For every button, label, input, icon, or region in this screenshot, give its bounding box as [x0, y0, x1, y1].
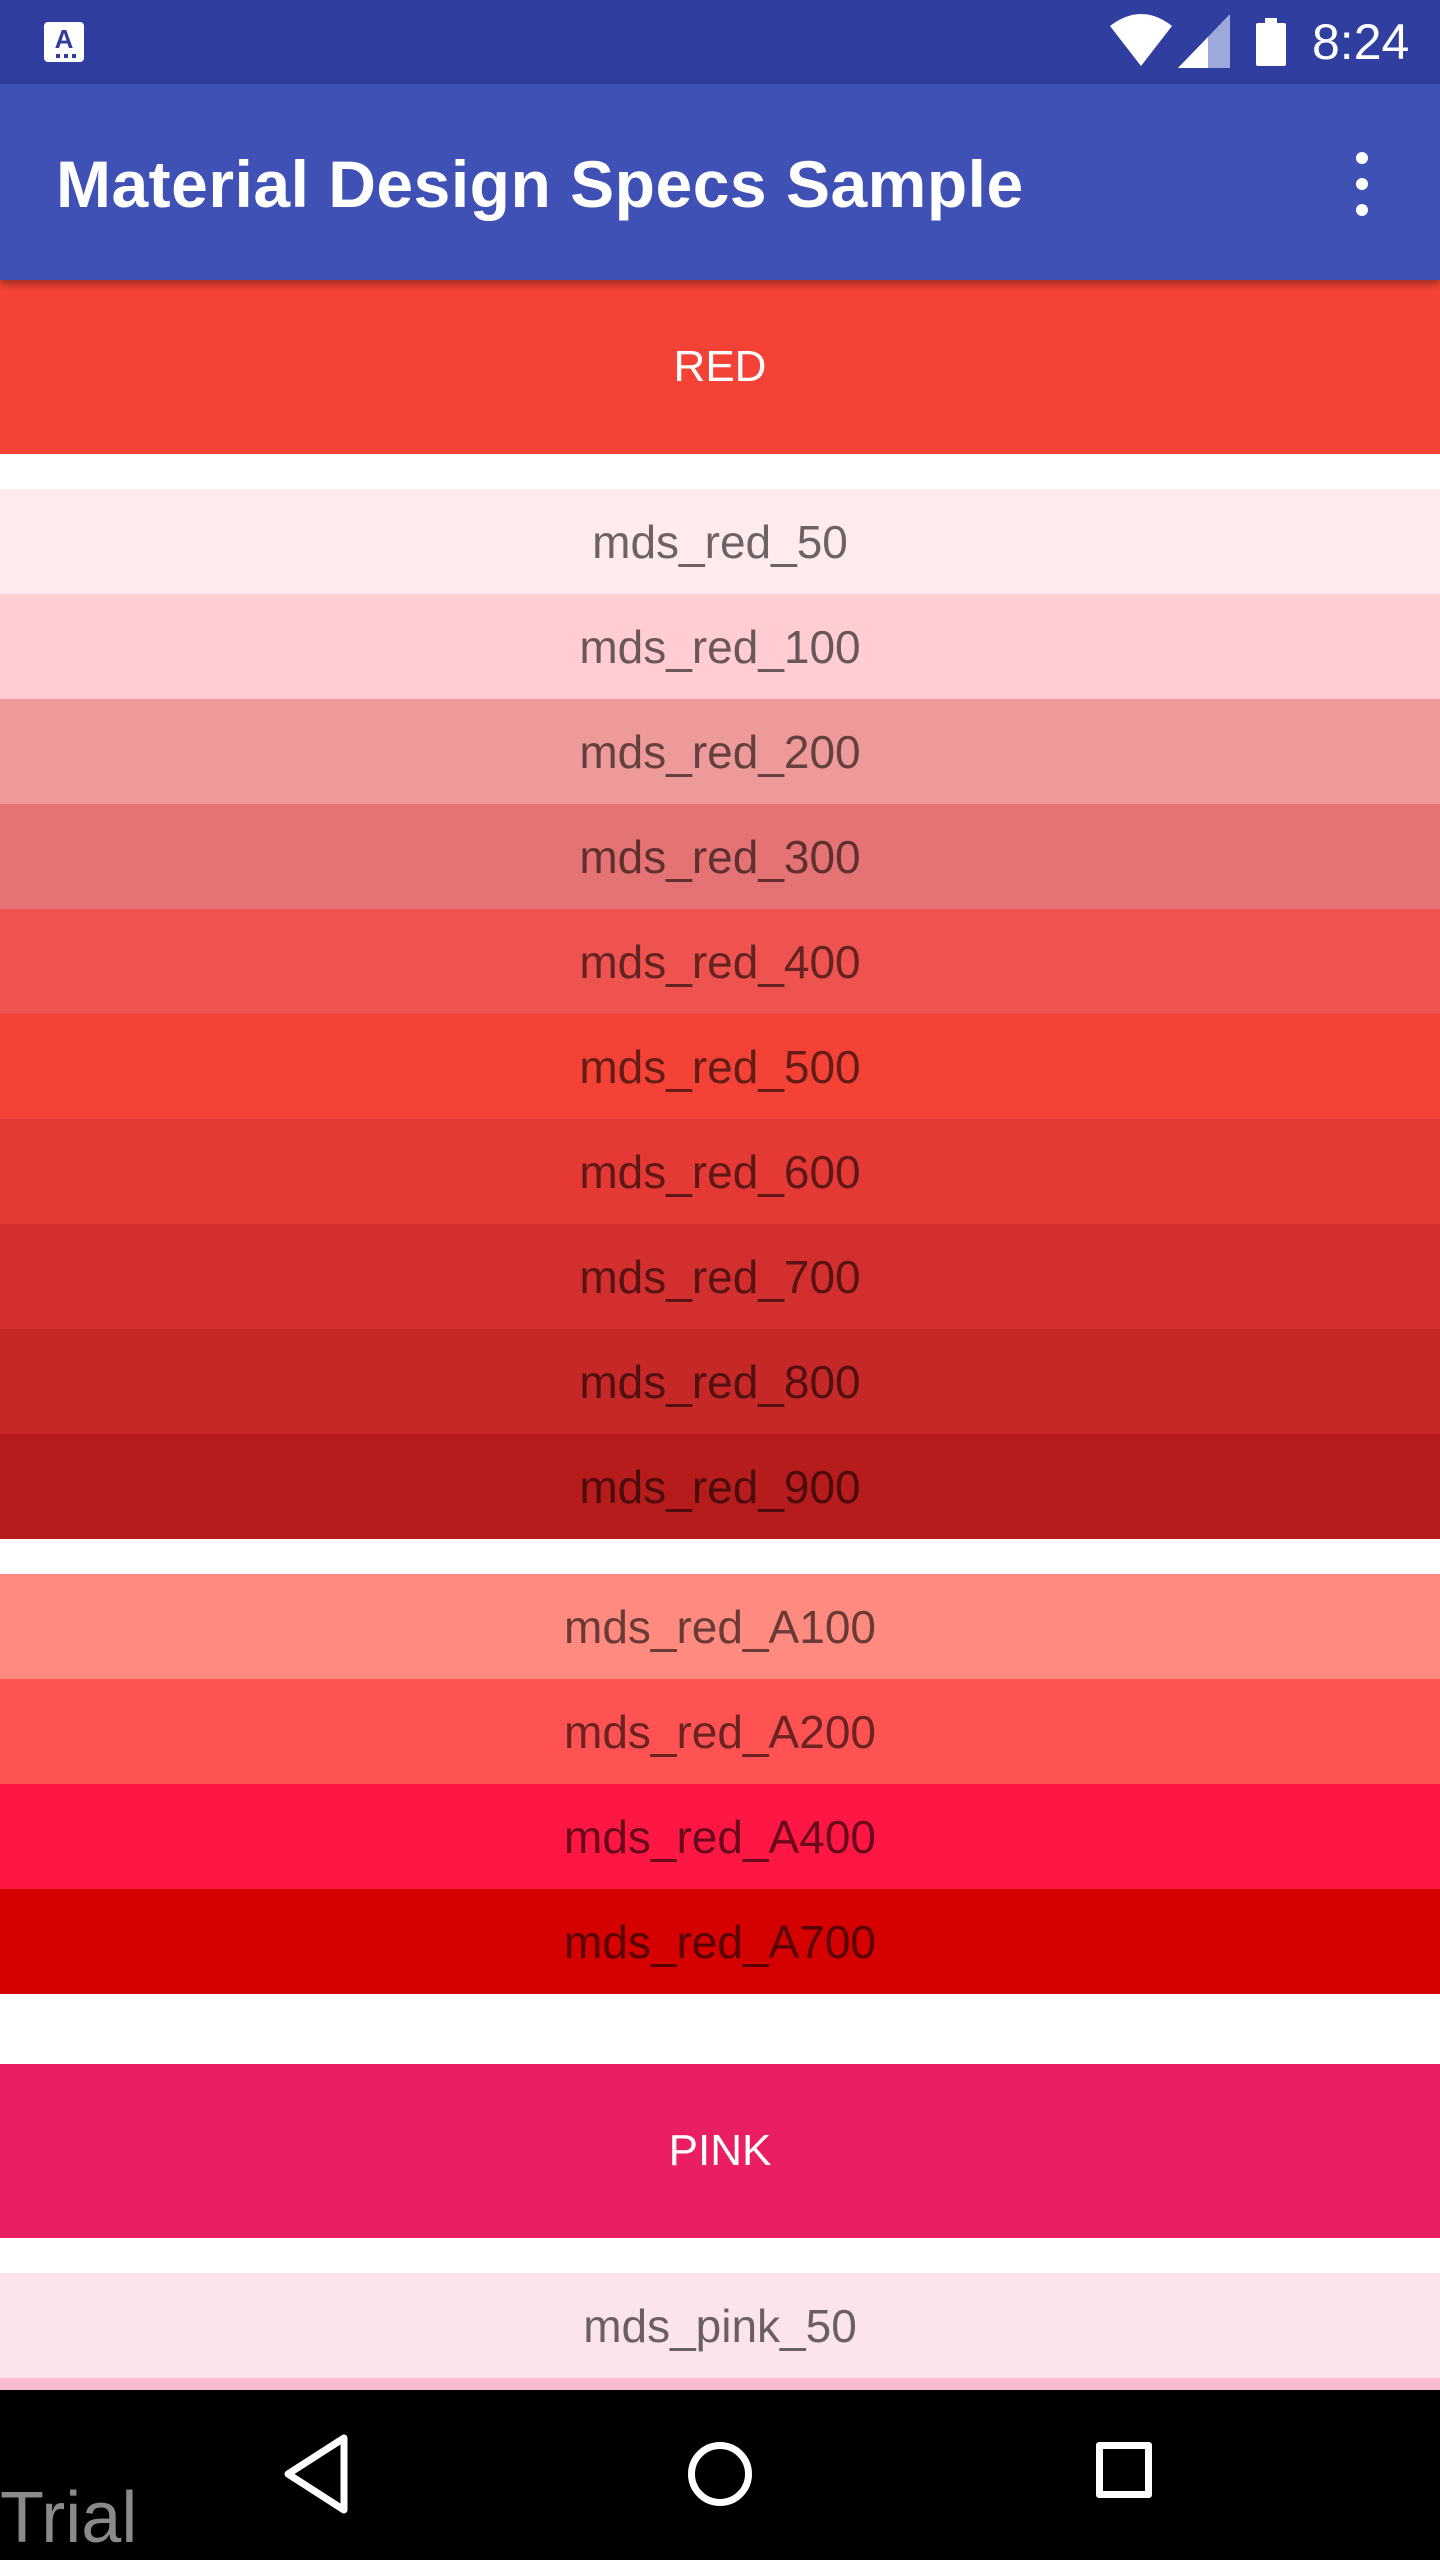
cellular-signal-icon [1178, 14, 1230, 68]
back-icon[interactable] [280, 2432, 352, 2516]
recents-icon[interactable] [1096, 2442, 1152, 2498]
color-swatch-row[interactable]: mds_red_900 [0, 1434, 1440, 1539]
color-swatch-row[interactable]: mds_red_800 [0, 1329, 1440, 1434]
section-header-red: RED [0, 280, 1440, 454]
color-swatch-row[interactable]: mds_red_300 [0, 804, 1440, 909]
navigation-bar [0, 2390, 1440, 2560]
color-swatch-row[interactable]: mds_red_A700 [0, 1889, 1440, 1994]
wifi-icon [1110, 14, 1172, 66]
status-time: 8:24 [1312, 14, 1410, 70]
color-swatch-row[interactable]: mds_red_A200 [0, 1679, 1440, 1784]
color-swatch-row[interactable]: mds_red_A400 [0, 1784, 1440, 1889]
home-icon[interactable] [688, 2442, 752, 2506]
app-bar: Material Design Specs Sample [0, 84, 1440, 280]
color-swatch-row[interactable]: mds_red_700 [0, 1224, 1440, 1329]
color-swatch-row[interactable]: mds_red_500 [0, 1014, 1440, 1119]
color-swatch-row[interactable]: mds_red_100 [0, 594, 1440, 699]
color-swatch-row[interactable]: mds_red_200 [0, 699, 1440, 804]
battery-icon [1256, 18, 1286, 66]
color-swatch-row[interactable]: mds_pink_50 [0, 2273, 1440, 2378]
color-swatch-row[interactable]: mds_red_A100 [0, 1574, 1440, 1679]
trial-watermark: Trial [0, 2478, 138, 2558]
color-swatch-row[interactable]: mds_red_50 [0, 489, 1440, 594]
more-vert-icon[interactable] [1330, 144, 1394, 224]
section-header-pink: PINK [0, 2064, 1440, 2238]
app-icon-letter: A [54, 24, 74, 54]
notification-app-icon: A [44, 22, 84, 62]
color-list[interactable]: RED mds_red_50 mds_red_100 mds_red_200 mds_r… [0, 280, 1440, 2390]
app-title: Material Design Specs Sample [56, 147, 1024, 221]
status-bar: A 8:24 [0, 0, 1440, 84]
color-swatch-row[interactable]: mds_red_400 [0, 909, 1440, 1014]
color-swatch-row[interactable]: mds_red_600 [0, 1119, 1440, 1224]
color-swatch-row[interactable]: mds_pink_100 [0, 2378, 1440, 2390]
